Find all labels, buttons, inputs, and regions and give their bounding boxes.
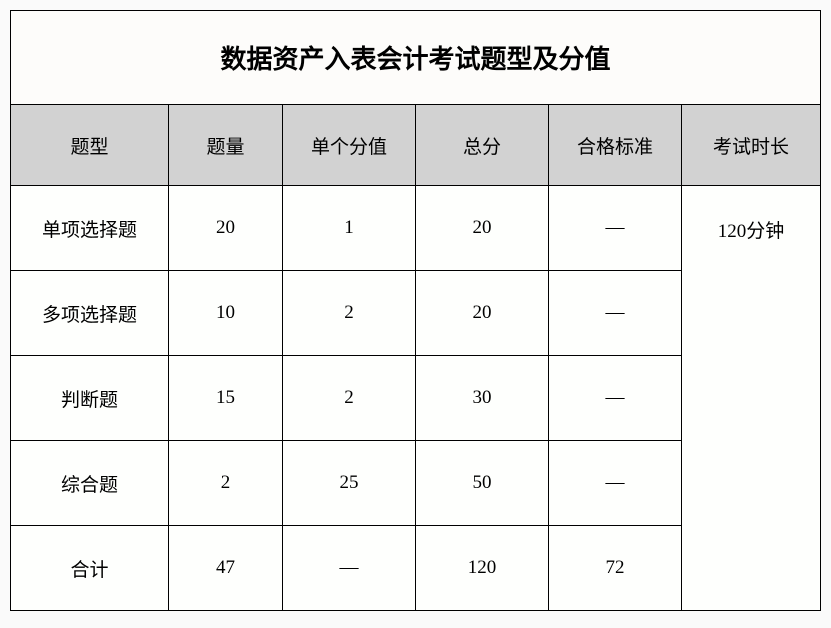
table-header-row: 题型 题量 单个分值 总分 合格标准 考试时长: [11, 105, 821, 186]
col-duration: 考试时长: [682, 105, 821, 186]
cell-type: 多项选择题: [11, 271, 169, 356]
cell-per: 25: [283, 441, 416, 526]
cell-total: 30: [416, 356, 549, 441]
table-title-row: 数据资产入表会计考试题型及分值: [11, 11, 821, 105]
col-count: 题量: [169, 105, 283, 186]
cell-pass: —: [549, 186, 682, 271]
cell-type: 判断题: [11, 356, 169, 441]
cell-total: 50: [416, 441, 549, 526]
col-total: 总分: [416, 105, 549, 186]
cell-count: 2: [169, 441, 283, 526]
cell-total: 20: [416, 186, 549, 271]
cell-type: 合计: [11, 526, 169, 611]
table-title: 数据资产入表会计考试题型及分值: [11, 11, 821, 105]
cell-duration: 120分钟: [682, 186, 821, 611]
cell-pass: 72: [549, 526, 682, 611]
cell-per: 1: [283, 186, 416, 271]
cell-per: —: [283, 526, 416, 611]
cell-type: 单项选择题: [11, 186, 169, 271]
col-type: 题型: [11, 105, 169, 186]
cell-count: 10: [169, 271, 283, 356]
cell-total: 120: [416, 526, 549, 611]
exam-schema-table: 数据资产入表会计考试题型及分值 题型 题量 单个分值 总分 合格标准 考试时长 …: [10, 10, 821, 611]
cell-count: 20: [169, 186, 283, 271]
cell-count: 47: [169, 526, 283, 611]
cell-pass: —: [549, 356, 682, 441]
col-per: 单个分值: [283, 105, 416, 186]
cell-per: 2: [283, 271, 416, 356]
table-row: 单项选择题 20 1 20 — 120分钟: [11, 186, 821, 271]
cell-pass: —: [549, 441, 682, 526]
cell-count: 15: [169, 356, 283, 441]
cell-per: 2: [283, 356, 416, 441]
cell-total: 20: [416, 271, 549, 356]
cell-type: 综合题: [11, 441, 169, 526]
cell-pass: —: [549, 271, 682, 356]
col-pass: 合格标准: [549, 105, 682, 186]
